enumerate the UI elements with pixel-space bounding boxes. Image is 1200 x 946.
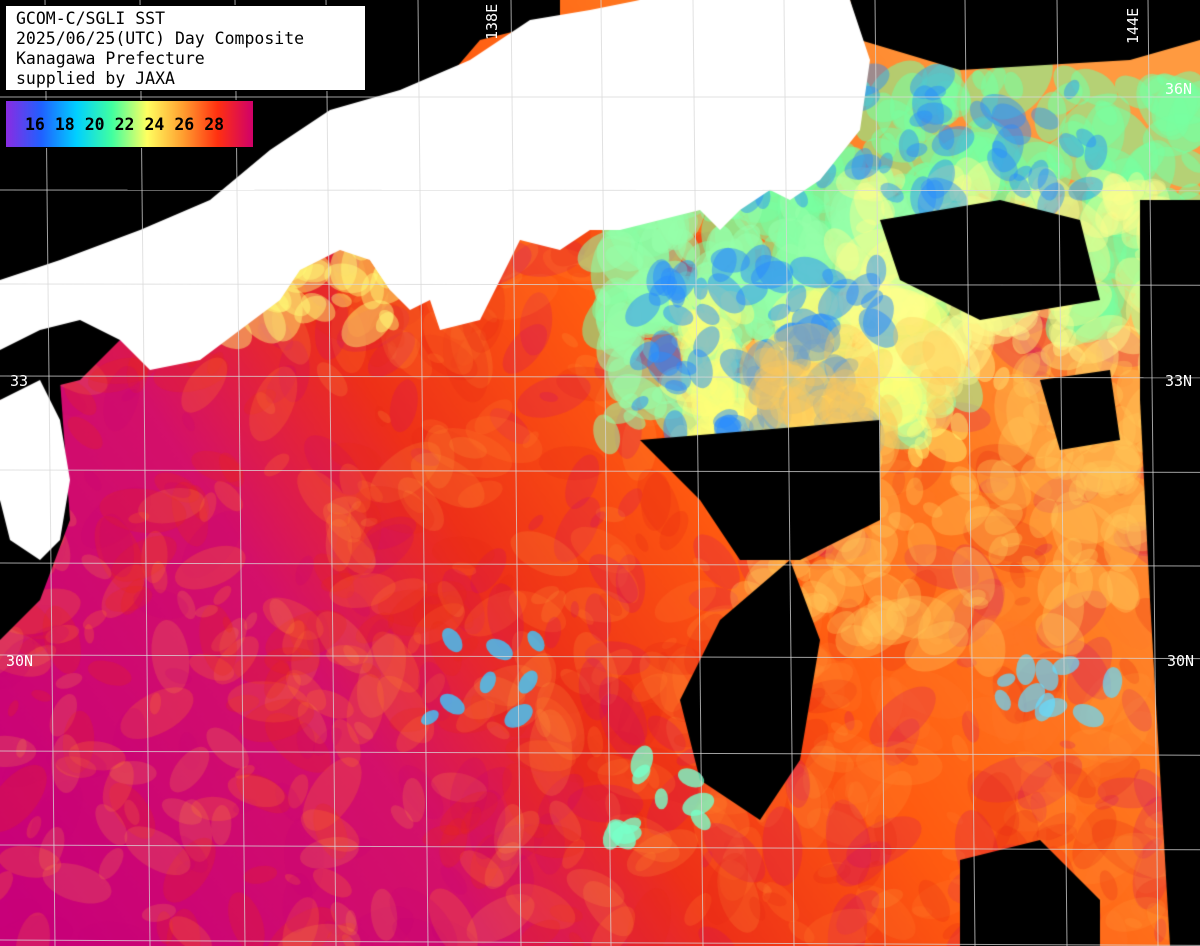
longitude-line (783, 0, 795, 946)
longitude-line (692, 0, 704, 946)
latitude-line (0, 375, 1200, 379)
grid-label-33n-right: 33N (1165, 372, 1193, 390)
grid-label-30n-left: 30N (6, 652, 34, 670)
longitude-line (234, 0, 246, 946)
grid-label-36n: 36N (1165, 80, 1193, 98)
latitude-line (0, 469, 1200, 473)
legend-value-22: 22 (114, 114, 135, 134)
longitude-line (874, 0, 886, 946)
latitude-line (0, 654, 1200, 660)
title-line-supplier: supplied by JAXA (16, 69, 175, 88)
longitude-line (510, 0, 522, 946)
longitude-line (1056, 0, 1068, 946)
latitude-line (0, 844, 1200, 851)
title-line-product: GCOM-C/SGLI SST (16, 9, 166, 28)
title-line-date: 2025/06/25(UTC) Day Composite (16, 29, 305, 48)
title-line-region: Kanagawa Prefecture (16, 49, 205, 68)
longitude-line (600, 0, 612, 946)
grid-label-33-left: 33 (10, 372, 29, 390)
grid-label-144e: 144E (1124, 7, 1142, 44)
legend-value-24: 24 (144, 114, 165, 134)
latitude-line (0, 189, 1200, 192)
longitude-line (964, 0, 976, 946)
legend-value-26: 26 (174, 114, 195, 134)
legend-value-18: 18 (54, 114, 75, 134)
legend-value-20: 20 (84, 114, 105, 134)
longitude-line (417, 0, 429, 946)
latitude-line (0, 283, 1200, 286)
title-box: GCOM-C/SGLI SST 2025/06/25(UTC) Day Comp… (5, 5, 366, 91)
latitude-line (0, 562, 1200, 567)
latitude-line (0, 939, 1200, 946)
latitude-line (0, 750, 1200, 756)
longitude-line (1147, 0, 1159, 946)
longitude-line (44, 0, 56, 946)
longitude-line (139, 0, 151, 946)
grid-label-138e: 138E (483, 3, 501, 40)
longitude-line (325, 0, 337, 946)
color-scale-legend: 16 18 20 22 24 26 28 (5, 100, 254, 148)
legend-value-16: 16 (25, 114, 45, 134)
legend-value-28: 28 (204, 114, 225, 134)
grid-label-30n-right: 30N (1167, 652, 1195, 670)
